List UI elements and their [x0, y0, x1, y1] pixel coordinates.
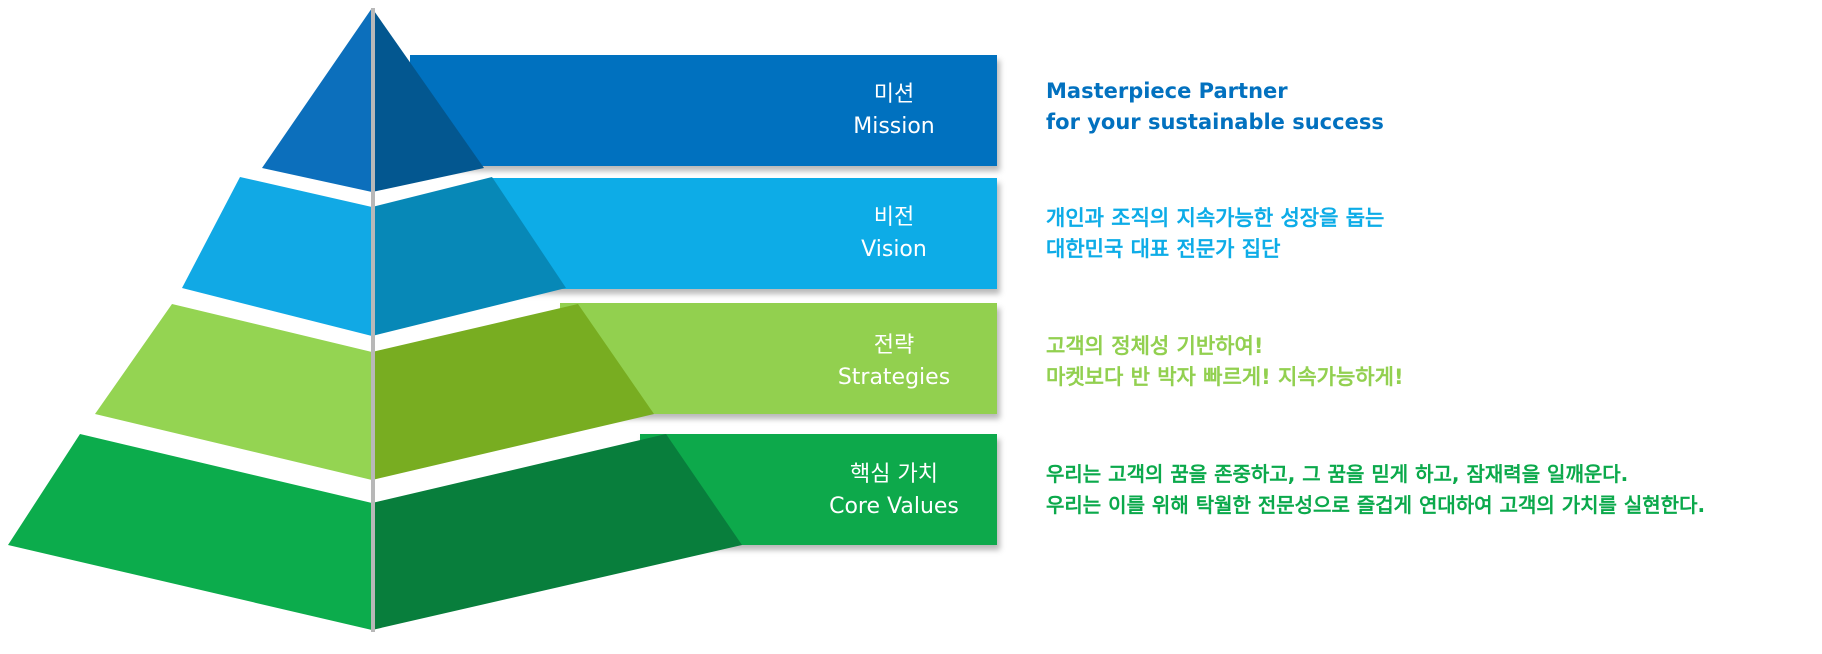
- label-strategies: 전략 Strategies: [764, 330, 1024, 394]
- description-mission-line-2: for your sustainable success: [1046, 110, 1384, 134]
- description-vision-line-2: 대한민국 대표 전문가 집단: [1046, 237, 1281, 261]
- description-strategies-line-2: 마켓보다 반 박자 빠르게! 지속가능하게!: [1046, 365, 1404, 389]
- band-mission: [410, 55, 997, 166]
- description-strategies-line-1: 고객의 정체성 기반하여!: [1046, 334, 1264, 358]
- description-core-values-line-2: 우리는 이를 위해 탁월한 전문성으로 즐겁게 연대하여 고객의 가치를 실현한…: [1046, 493, 1706, 517]
- description-core-values-line-1: 우리는 고객의 꿈을 존중하고, 그 꿈을 믿게 하고, 잠재력을 일깨운다.: [1046, 462, 1629, 486]
- description-strategies: 고객의 정체성 기반하여! 마켓보다 반 박자 빠르게! 지속가능하게!: [1046, 331, 1404, 393]
- description-vision: 개인과 조직의 지속가능한 성장을 돕는 대한민국 대표 전문가 집단: [1046, 203, 1384, 265]
- face-left-mission: [262, 8, 372, 192]
- label-mission: 미션 Mission: [764, 79, 1024, 143]
- label-strategies-en: Strategies: [837, 365, 951, 390]
- description-vision-line-1: 개인과 조직의 지속가능한 성장을 돕는: [1046, 206, 1385, 230]
- face-left-core-values: [8, 434, 372, 630]
- face-left-vision: [182, 177, 372, 336]
- tier-core-values: [8, 434, 997, 630]
- label-core-values-en: Core Values: [829, 494, 959, 519]
- label-core-values: 핵심 가치 Core Values: [764, 459, 1024, 523]
- label-mission-en: Mission: [853, 114, 935, 139]
- face-left-strategies: [95, 304, 372, 480]
- tier-strategies: [95, 303, 997, 480]
- description-core-values: 우리는 고객의 꿈을 존중하고, 그 꿈을 믿게 하고, 잠재력을 일깨운다. …: [1046, 459, 1705, 521]
- tier-vision: [182, 177, 997, 336]
- label-strategies-ko: 전략: [873, 333, 915, 358]
- label-core-values-ko: 핵심 가치: [850, 462, 938, 487]
- label-mission-ko: 미션: [873, 82, 915, 107]
- label-vision: 비전 Vision: [764, 202, 1024, 266]
- label-vision-ko: 비전: [873, 205, 915, 230]
- label-vision-en: Vision: [861, 237, 927, 262]
- face-right-mission: [372, 8, 484, 192]
- face-right-vision: [372, 177, 566, 336]
- face-right-core-values: [372, 434, 742, 630]
- description-mission: Masterpiece Partner for your sustainable…: [1046, 76, 1384, 138]
- tier-mission: [262, 8, 997, 192]
- description-mission-line-1: Masterpiece Partner: [1046, 79, 1288, 103]
- band-vision: [490, 178, 997, 289]
- face-right-strategies: [372, 304, 654, 480]
- pyramid-spine: [371, 8, 375, 632]
